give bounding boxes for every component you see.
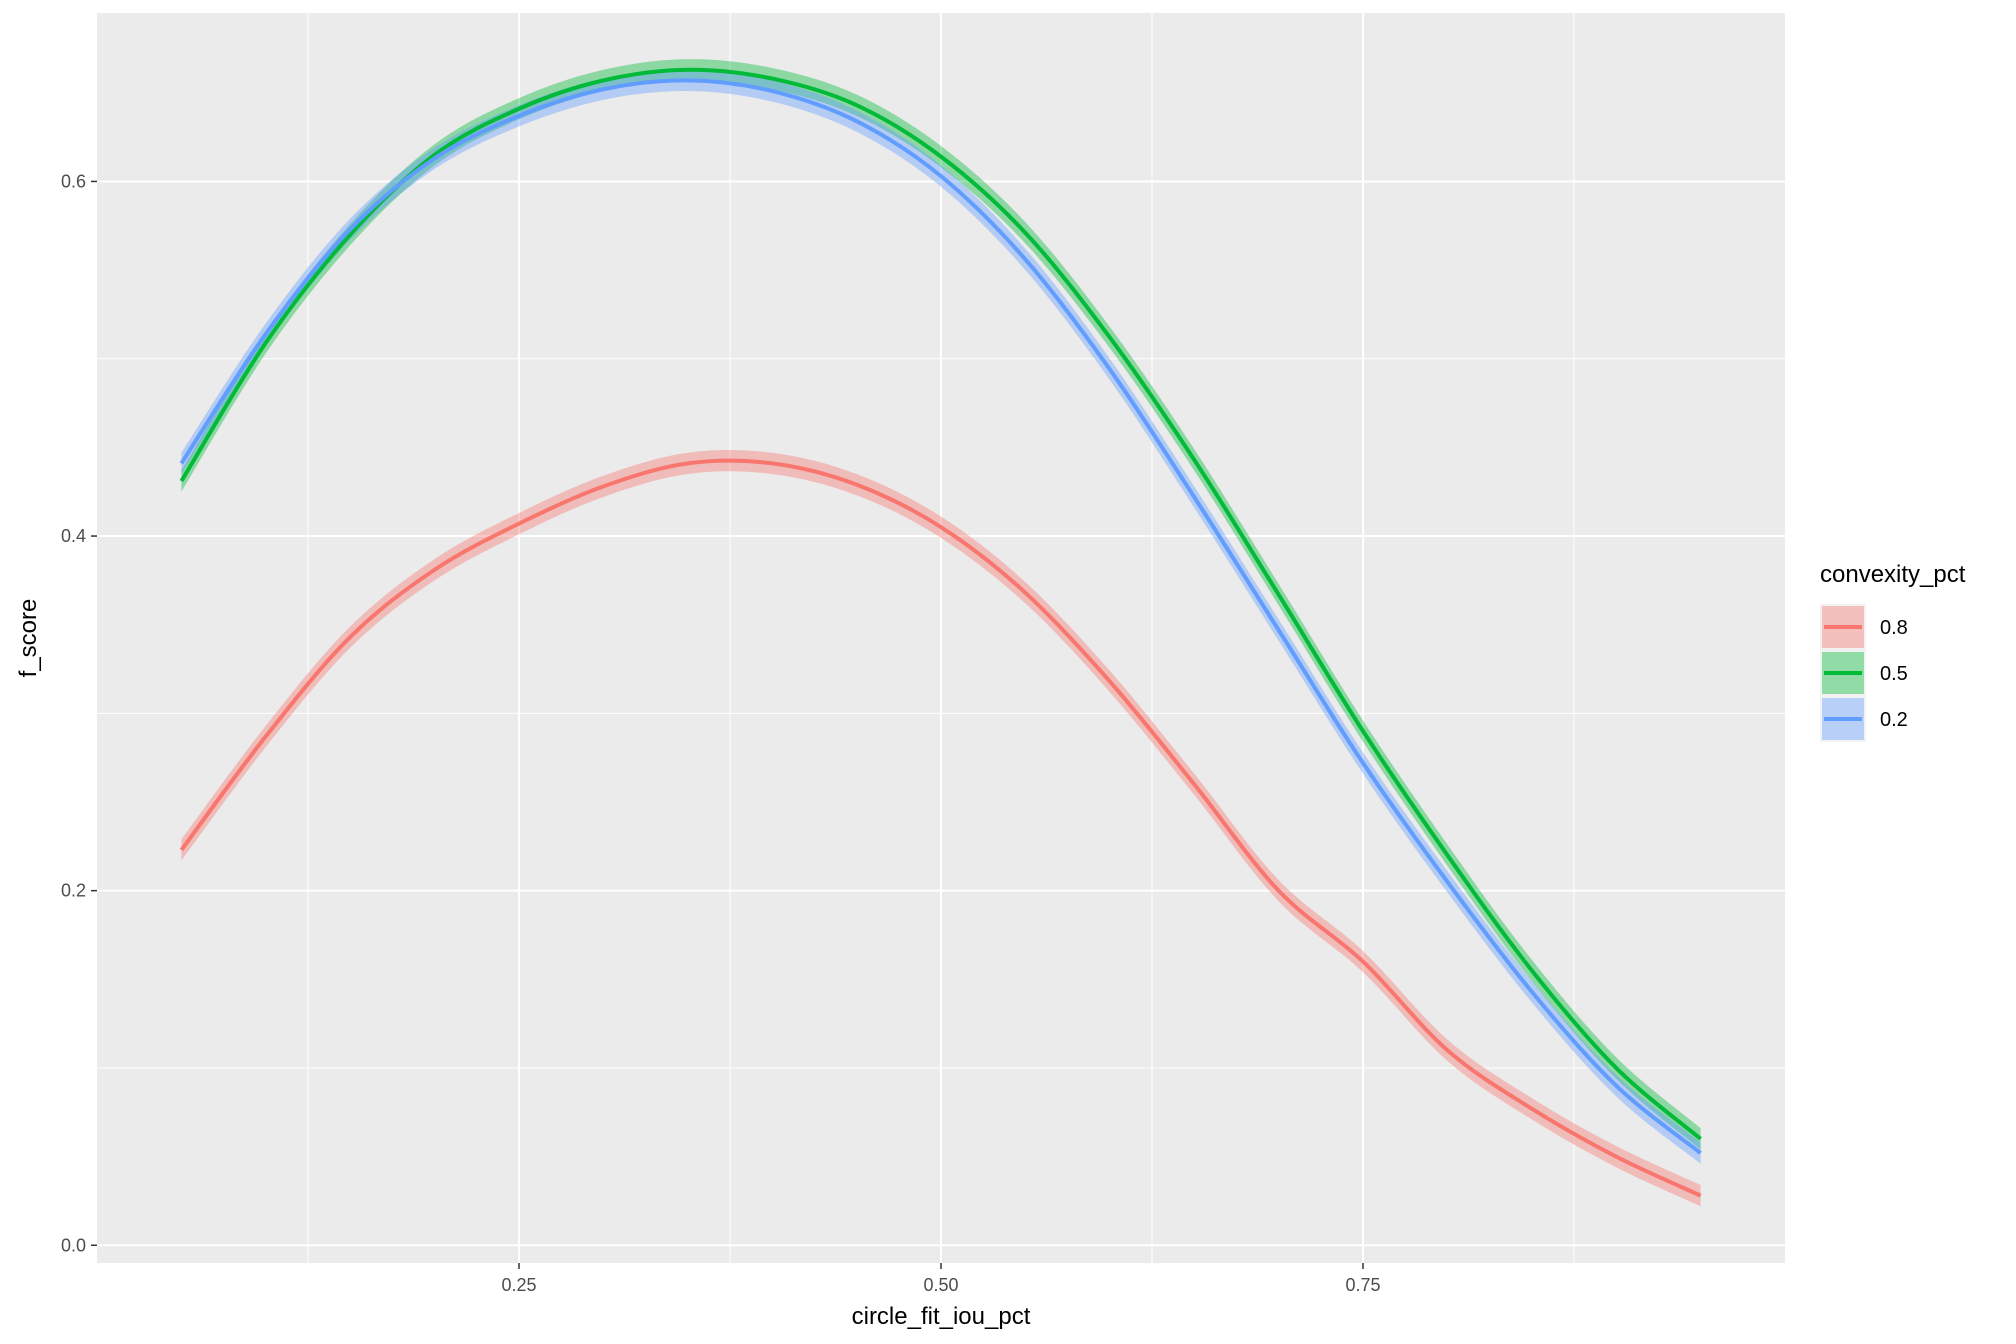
y-tick-label: 0.4 (61, 526, 86, 546)
legend-label: 0.5 (1880, 663, 1908, 685)
x-tick-label: 0.75 (1345, 1275, 1380, 1295)
legend-label: 0.8 (1880, 617, 1908, 639)
y-tick-label: 0.2 (61, 881, 86, 901)
major-gridlines (97, 13, 1785, 1263)
series-line-0-5 (179, 67, 1702, 1141)
series-lines (179, 67, 1702, 1198)
y-axis-ticks: 0.0 0.2 0.4 0.6 (61, 171, 97, 1255)
y-tick-label: 0.0 (61, 1235, 86, 1255)
x-axis-ticks: 0.25 0.50 0.75 (501, 1263, 1381, 1295)
y-tick-label: 0.6 (61, 171, 86, 191)
series-line-0-8 (179, 458, 1702, 1198)
legend: convexity_pct 0.8 0.5 0.2 (1820, 561, 1966, 742)
legend-label: 0.2 (1880, 709, 1908, 731)
x-tick-label: 0.25 (501, 1275, 536, 1295)
series-line-0-2 (179, 78, 1702, 1155)
legend-title: convexity_pct (1820, 561, 1966, 588)
x-axis-title: circle_fit_iou_pct (852, 1303, 1031, 1330)
y-axis-title: f_score (15, 599, 42, 678)
x-tick-label: 0.50 (923, 1275, 958, 1295)
